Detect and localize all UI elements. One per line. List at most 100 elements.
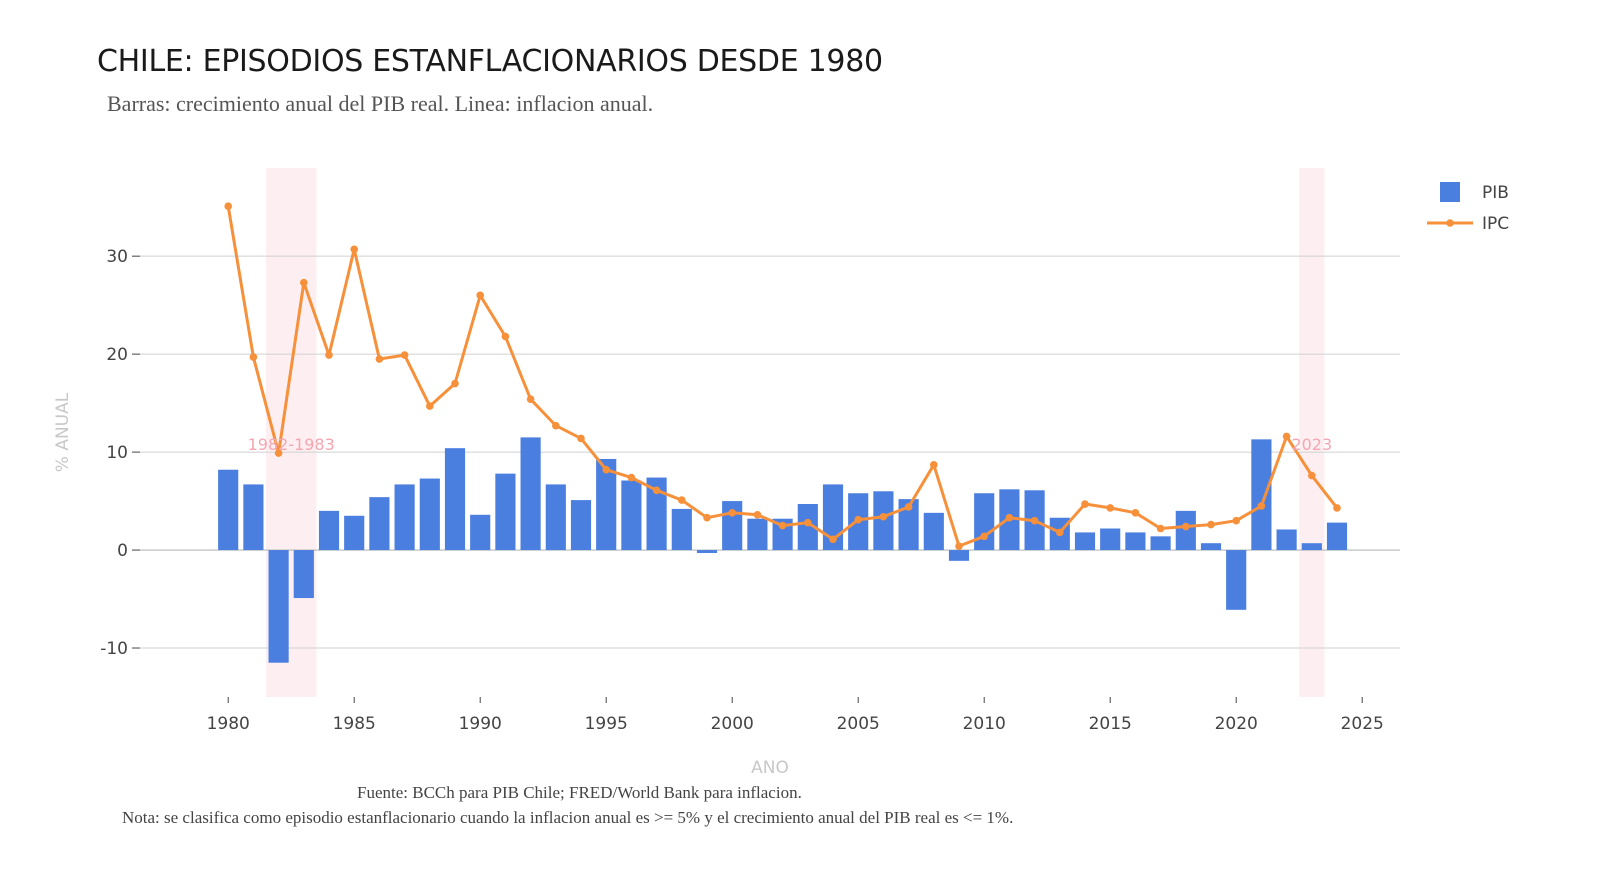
ipc-point-1989 xyxy=(451,379,459,388)
ipc-point-1999 xyxy=(703,513,711,522)
bar-1987 xyxy=(394,484,415,551)
y-axis-title: % ANUAL xyxy=(53,392,73,472)
ipc-point-1986 xyxy=(375,355,384,363)
episode-band-1 xyxy=(1299,168,1325,697)
ipc-point-1988 xyxy=(426,402,434,410)
bar-1986 xyxy=(369,497,390,551)
ipc-point-2006 xyxy=(879,512,888,521)
ipc-point-2000 xyxy=(728,509,736,517)
bar-2009 xyxy=(948,550,970,561)
episode-bands xyxy=(266,168,1325,697)
bar-1988 xyxy=(419,478,440,551)
ipc-point-1984 xyxy=(325,351,333,359)
bar-1983 xyxy=(293,550,314,599)
bar-1981 xyxy=(243,484,264,551)
ipc-point-1992 xyxy=(526,395,535,403)
bar-1993 xyxy=(545,484,566,551)
ipc-point-1993 xyxy=(552,421,560,430)
ipc-point-2008 xyxy=(930,461,938,469)
ipc-point-1987 xyxy=(400,351,409,359)
ipc-line-group xyxy=(224,202,1341,550)
ipc-point-1996 xyxy=(627,473,636,482)
ipc-point-2020 xyxy=(1232,516,1240,525)
legend-marker-ipc xyxy=(1446,219,1454,227)
ipc-point-2014 xyxy=(1081,500,1089,508)
x-tick-2005: 2005 xyxy=(837,714,880,734)
bar-1994 xyxy=(570,500,592,551)
bar-2010 xyxy=(974,493,995,551)
ipc-point-2004 xyxy=(829,535,837,544)
ipc-point-1997 xyxy=(652,486,661,495)
ipc-point-1983 xyxy=(300,278,308,287)
ipc-point-2021 xyxy=(1257,502,1266,510)
bar-1982 xyxy=(268,550,289,663)
bar-1990 xyxy=(470,514,491,551)
x-tick-2025: 2025 xyxy=(1341,714,1384,734)
ipc-point-2005 xyxy=(854,515,862,524)
bar-2006 xyxy=(873,491,894,551)
bar-1996 xyxy=(621,480,642,551)
ipc-point-2022 xyxy=(1282,432,1291,441)
y-tick-30: 30 xyxy=(106,247,128,267)
x-axis: 1980 1985 1990 1995 2000 2005 2010 2015 2020 2025… xyxy=(207,697,1384,778)
ipc-point-1995 xyxy=(602,465,610,474)
ipc-point-1991 xyxy=(501,332,510,341)
ipc-point-2023 xyxy=(1308,471,1316,480)
ipc-point-2003 xyxy=(804,518,812,527)
bar-2015 xyxy=(1100,528,1121,551)
footer-source: Fuente: BCCh para PIB Chile; FRED/World … xyxy=(357,783,802,802)
bar-2023 xyxy=(1301,543,1322,551)
bar-1989 xyxy=(444,448,466,551)
y-axis: -10 0 10 20 30 % ANUAL xyxy=(53,247,140,659)
ipc-point-1998 xyxy=(678,496,686,504)
bar-2021 xyxy=(1251,439,1272,551)
bar-1980 xyxy=(218,469,239,551)
bar-2000 xyxy=(722,501,743,551)
ipc-point-1981 xyxy=(249,353,258,361)
y-tick--10: -10 xyxy=(100,639,128,659)
bar-1985 xyxy=(344,515,365,551)
ipc-point-2012 xyxy=(1030,516,1039,525)
bar-2001 xyxy=(747,518,768,551)
chart-title: CHILE: EPISODIOS ESTANFLACIONARIOS DESDE… xyxy=(97,44,883,79)
bar-2003 xyxy=(797,504,818,551)
ipc-point-2019 xyxy=(1207,520,1215,529)
episode-annotations: 1982-1983 2023 xyxy=(248,435,1333,454)
legend-swatch-pib xyxy=(1440,182,1460,202)
bar-2002 xyxy=(772,518,793,551)
ipc-point-2011 xyxy=(1005,513,1014,522)
x-tick-2020: 2020 xyxy=(1215,714,1258,734)
ipc-point-2002 xyxy=(778,521,787,530)
bar-2008 xyxy=(923,512,944,551)
legend-label-pib: PIB xyxy=(1482,183,1509,203)
episode-label-1: 2023 xyxy=(1291,435,1332,454)
ipc-point-2001 xyxy=(753,510,762,519)
bar-2016 xyxy=(1125,532,1146,551)
ipc-point-2009 xyxy=(955,542,963,550)
y-tick-10: 10 xyxy=(106,443,128,463)
pib-bars xyxy=(218,437,1348,663)
x-tick-2000: 2000 xyxy=(711,714,754,734)
bar-1997 xyxy=(646,477,667,551)
x-tick-1990: 1990 xyxy=(459,714,502,734)
bar-1991 xyxy=(495,473,516,551)
bar-2019 xyxy=(1200,543,1222,551)
x-tick-1980: 1980 xyxy=(207,714,250,734)
x-tick-2010: 2010 xyxy=(963,714,1006,734)
y-tick-0: 0 xyxy=(117,541,128,561)
ipc-point-2015 xyxy=(1106,504,1114,512)
ipc-point-2013 xyxy=(1056,528,1064,537)
x-axis-title: ANO xyxy=(751,758,789,778)
x-tick-1995: 1995 xyxy=(585,714,628,734)
ipc-point-1982 xyxy=(274,449,283,457)
ipc-point-2016 xyxy=(1131,509,1140,517)
ipc-point-2007 xyxy=(904,503,913,511)
ipc-point-1980 xyxy=(224,202,232,211)
legend-label-ipc: IPC xyxy=(1482,214,1509,234)
bar-2014 xyxy=(1074,532,1096,551)
y-tick-20: 20 xyxy=(106,345,128,365)
bar-1995 xyxy=(596,458,617,551)
bar-2024 xyxy=(1326,522,1348,551)
x-tick-1985: 1985 xyxy=(333,714,376,734)
